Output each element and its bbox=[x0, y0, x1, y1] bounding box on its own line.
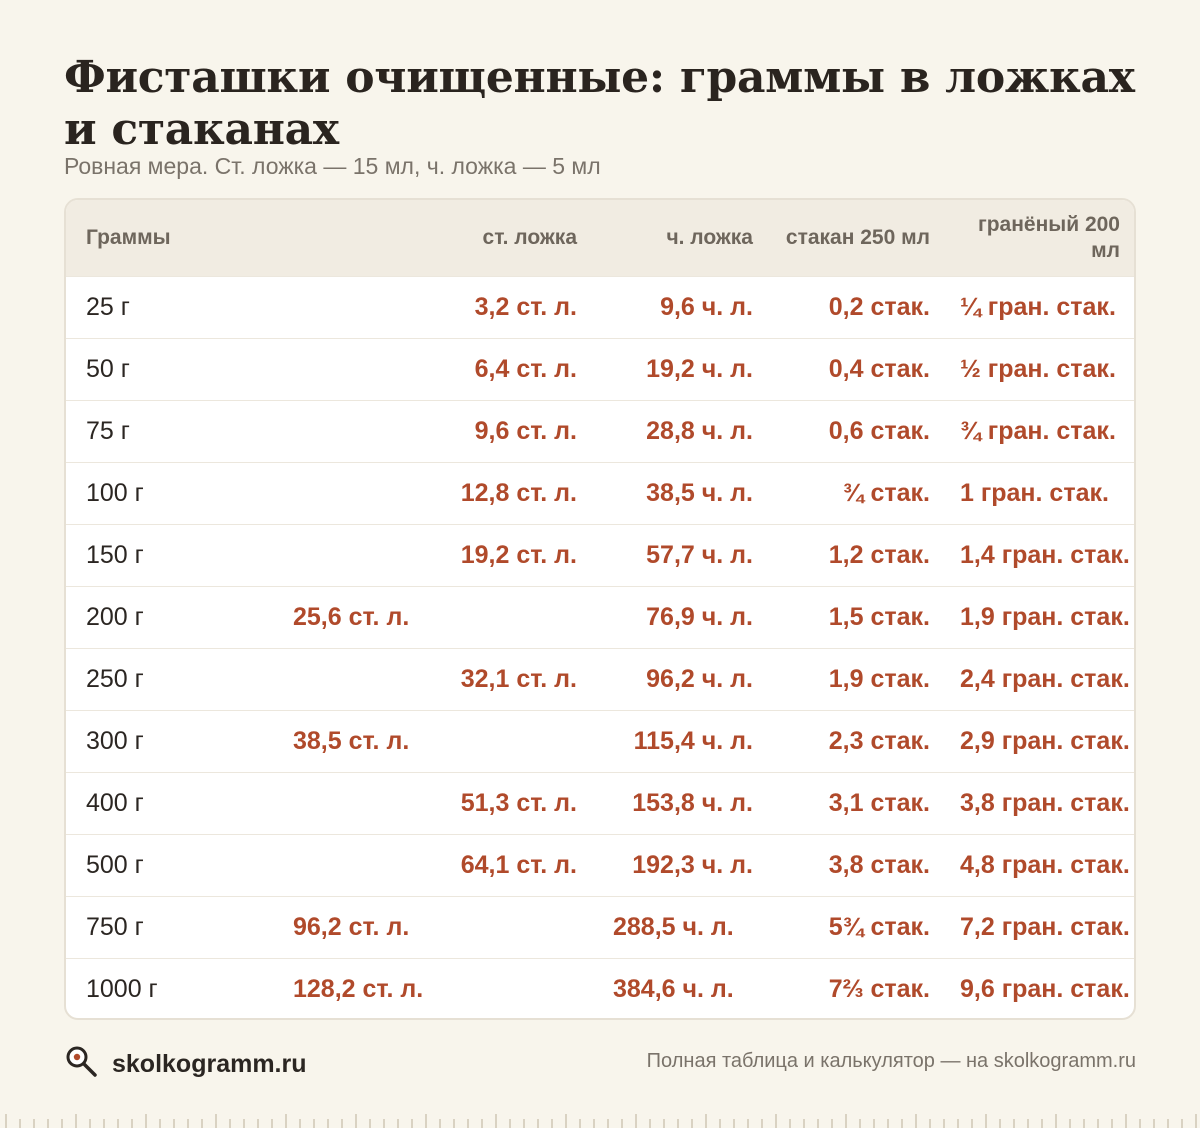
cell-glass-250: 1,9 стак. bbox=[828, 664, 930, 693]
cell-faceted-glass-200: 9,6 гран. стак. bbox=[960, 974, 1130, 1003]
table-row: 200 г 25,6 ст. л. 76,9 ч. л. 1,5 стак. 1,9 г… bbox=[66, 586, 1134, 648]
cell-glass-250: 5¾ стак. bbox=[828, 912, 930, 941]
cell-teaspoon: 57,7 ч. л. bbox=[646, 540, 753, 569]
cell-teaspoon: 9,6 ч. л. bbox=[660, 292, 753, 321]
cell-faceted-glass-200: ¾ гран. стак. bbox=[960, 416, 1116, 445]
cell-faceted-glass-200: 7,2 гран. стак. bbox=[960, 912, 1130, 941]
footer-note: Полная таблица и калькулятор — на skolko… bbox=[646, 1050, 1136, 1072]
cell-tablespoon: 6,4 ст. л. bbox=[474, 354, 577, 383]
header-grams: Граммы bbox=[86, 225, 171, 249]
cell-glass-250: 0,4 стак. bbox=[828, 354, 930, 383]
cell-grams: 200 г bbox=[86, 602, 144, 631]
table-row: 750 г 96,2 ст. л. 288,5 ч. л. 5¾ стак. 7,2 г… bbox=[66, 896, 1134, 958]
cell-glass-250: 1,2 стак. bbox=[828, 540, 930, 569]
cell-grams: 1000 г bbox=[86, 974, 158, 1003]
cell-faceted-glass-200: 1 гран. стак. bbox=[960, 478, 1109, 507]
cell-grams: 750 г bbox=[86, 912, 144, 941]
cell-tablespoon: 9,6 ст. л. bbox=[474, 416, 577, 445]
cell-grams: 500 г bbox=[86, 850, 144, 879]
cell-faceted-glass-200: 2,4 гран. стак. bbox=[960, 664, 1130, 693]
cell-glass-250: 2,3 стак. bbox=[828, 726, 930, 755]
table-row: 250 г 32,1 ст. л. 96,2 ч. л. 1,9 стак. 2,4 г… bbox=[66, 648, 1134, 710]
cell-grams: 400 г bbox=[86, 788, 144, 817]
table-row: 50 г 6,4 ст. л. 19,2 ч. л. 0,4 стак. ½ гран.… bbox=[66, 338, 1134, 400]
cell-teaspoon: 192,3 ч. л. bbox=[632, 850, 753, 879]
cell-grams: 300 г bbox=[86, 726, 144, 755]
cell-tablespoon: 19,2 ст. л. bbox=[460, 540, 577, 569]
cell-grams: 75 г bbox=[86, 416, 130, 445]
cell-glass-250: ¾ стак. bbox=[842, 478, 930, 507]
cell-teaspoon: 76,9 ч. л. bbox=[646, 602, 753, 631]
cell-faceted-glass-200: 4,8 гран. стак. bbox=[960, 850, 1130, 879]
magnifier-icon bbox=[64, 1044, 100, 1085]
page-title: Фисташки очищенные: граммы в ложках и ст… bbox=[64, 52, 1135, 155]
cell-teaspoon: 96,2 ч. л. bbox=[646, 664, 753, 693]
cell-tablespoon: 32,1 ст. л. bbox=[460, 664, 577, 693]
cell-teaspoon: 28,8 ч. л. bbox=[646, 416, 753, 445]
header-row: Граммы ст. ложка ч. ложка стакан 250 мл … bbox=[66, 200, 1134, 276]
cell-grams: 250 г bbox=[86, 664, 144, 693]
cell-glass-250: 3,1 стак. bbox=[828, 788, 930, 817]
conversion-table: Граммы ст. ложка ч. ложка стакан 250 мл … bbox=[66, 200, 1134, 1018]
cell-grams: 100 г bbox=[86, 478, 144, 507]
table-row: 75 г 9,6 ст. л. 28,8 ч. л. 0,6 стак. ¾ гран.… bbox=[66, 400, 1134, 462]
table-row: 25 г 3,2 ст. л. 9,6 ч. л. 0,2 стак. ¼ гран. … bbox=[66, 276, 1134, 338]
conversion-table-card: Граммы ст. ложка ч. ложка стакан 250 мл … bbox=[64, 198, 1136, 1020]
header-tablespoon: ст. ложка bbox=[482, 225, 577, 249]
table-body: 25 г 3,2 ст. л. 9,6 ч. л. 0,2 стак. ¼ гран. … bbox=[66, 276, 1134, 1018]
cell-tablespoon: 3,2 ст. л. bbox=[474, 292, 577, 321]
cell-teaspoon: 19,2 ч. л. bbox=[646, 354, 753, 383]
table-row: 100 г 12,8 ст. л. 38,5 ч. л. ¾ стак. 1 гран.… bbox=[66, 462, 1134, 524]
cell-tablespoon: 128,2 ст. л. bbox=[293, 974, 424, 1003]
table-row: 150 г 19,2 ст. л. 57,7 ч. л. 1,2 стак. 1,4 г… bbox=[66, 524, 1134, 586]
cell-teaspoon: 115,4 ч. л. bbox=[633, 726, 753, 755]
cell-grams: 25 г bbox=[86, 292, 130, 321]
header-teaspoon: ч. ложка bbox=[666, 225, 753, 249]
footer-brand[interactable]: skolkogramm.ru bbox=[64, 1044, 307, 1085]
cell-tablespoon: 96,2 ст. л. bbox=[293, 912, 410, 941]
page-subtitle: Ровная мера. Ст. ложка — 15 мл, ч. ложка… bbox=[64, 153, 601, 179]
cell-teaspoon: 38,5 ч. л. bbox=[646, 478, 753, 507]
header-faceted-glass-200: гранёный 200 мл bbox=[977, 212, 1120, 262]
cell-grams: 50 г bbox=[86, 354, 130, 383]
cell-glass-250: 3,8 стак. bbox=[828, 850, 930, 879]
cell-faceted-glass-200: 3,8 гран. стак. bbox=[960, 788, 1130, 817]
cell-tablespoon: 12,8 ст. л. bbox=[460, 478, 577, 507]
cell-glass-250: 0,2 стак. bbox=[828, 292, 930, 321]
cell-faceted-glass-200: ¼ гран. стак. bbox=[960, 292, 1116, 321]
cell-glass-250: 7⅔ стак. bbox=[828, 974, 930, 1003]
table-row: 400 г 51,3 ст. л. 153,8 ч. л. 3,1 стак. 3,8 … bbox=[66, 772, 1134, 834]
brand-name[interactable]: skolkogramm.ru bbox=[112, 1050, 307, 1078]
cell-tablespoon: 64,1 ст. л. bbox=[460, 850, 577, 879]
cell-faceted-glass-200: 1,9 гран. стак. bbox=[960, 602, 1130, 631]
cell-glass-250: 0,6 стак. bbox=[828, 416, 930, 445]
cell-tablespoon: 25,6 ст. л. bbox=[293, 602, 410, 631]
cell-teaspoon: 288,5 ч. л. bbox=[613, 912, 734, 941]
table-header: Граммы ст. ложка ч. ложка стакан 250 мл … bbox=[66, 200, 1134, 276]
cell-tablespoon: 38,5 ст. л. bbox=[293, 726, 410, 755]
cell-faceted-glass-200: 2,9 гран. стак. bbox=[960, 726, 1130, 755]
cell-tablespoon: 51,3 ст. л. bbox=[460, 788, 577, 817]
cell-teaspoon: 153,8 ч. л. bbox=[632, 788, 753, 817]
table-row: 500 г 64,1 ст. л. 192,3 ч. л. 3,8 стак. 4,8 … bbox=[66, 834, 1134, 896]
cell-faceted-glass-200: ½ гран. стак. bbox=[960, 354, 1116, 383]
cell-glass-250: 1,5 стак. bbox=[828, 602, 930, 631]
ruler-decoration bbox=[5, 1114, 1197, 1128]
header-glass-250: стакан 250 мл bbox=[785, 225, 930, 249]
table-row: 1000 г 128,2 ст. л. 384,6 ч. л. 7⅔ стак. 9,6… bbox=[66, 958, 1134, 1018]
cell-teaspoon: 384,6 ч. л. bbox=[613, 974, 734, 1003]
table-row: 300 г 38,5 ст. л. 115,4 ч. л. 2,3 стак. 2,9 … bbox=[66, 710, 1134, 772]
cell-faceted-glass-200: 1,4 гран. стак. bbox=[960, 540, 1130, 569]
cell-grams: 150 г bbox=[86, 540, 144, 569]
